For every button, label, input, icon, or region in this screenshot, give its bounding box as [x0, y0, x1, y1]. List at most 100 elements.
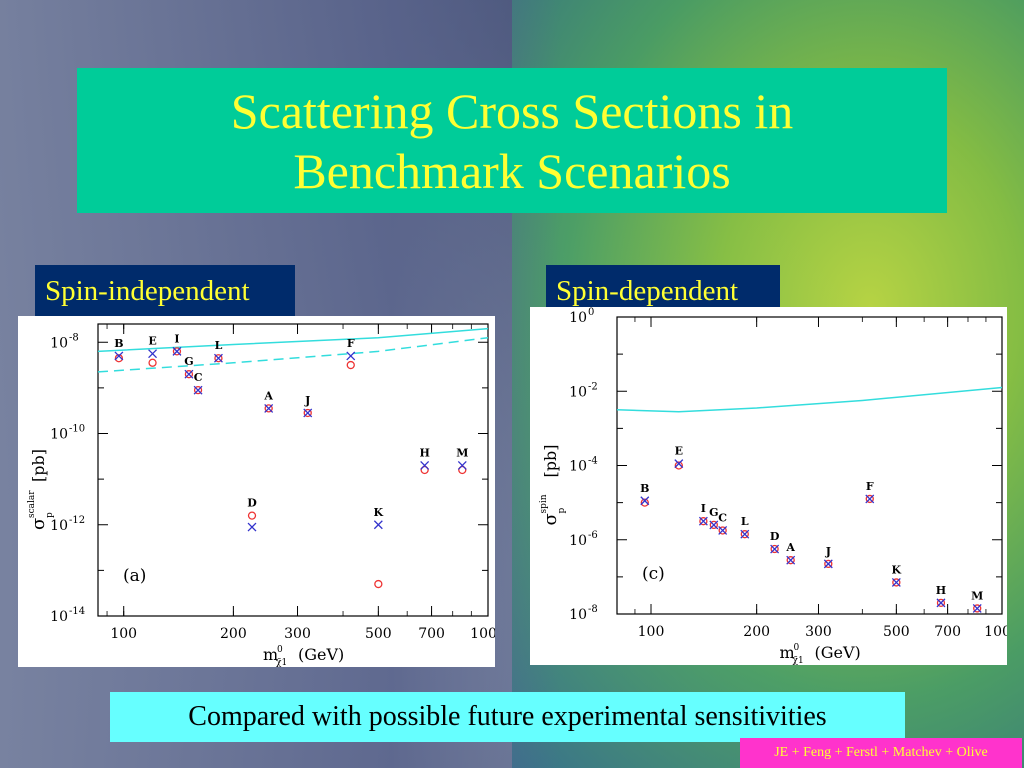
point-label: C — [718, 511, 727, 524]
data-point-cross — [709, 520, 719, 530]
spin-cross-section-chart: 100200300500700100010-810-610-410-2100BE… — [539, 307, 1007, 665]
x-tick-label: 300 — [805, 624, 832, 640]
data-point-cross — [640, 496, 650, 506]
point-label: K — [374, 506, 384, 519]
data-point-cross — [114, 351, 124, 361]
sensitivity-curve — [616, 386, 1003, 413]
point-label: I — [174, 332, 179, 345]
point-label: K — [892, 563, 902, 576]
data-point-cross — [193, 385, 203, 395]
x-axis-label-sup: 0 — [794, 643, 800, 653]
sensitivity-curve — [97, 327, 489, 353]
y-tick-label: 10 — [50, 518, 68, 534]
y-axis-label-group: σp spin [pb] — [539, 445, 567, 526]
data-point-circle — [264, 404, 273, 413]
data-point-circle — [973, 604, 982, 613]
data-point-cross — [936, 598, 946, 608]
bottom-note: Compared with possible future experiment… — [110, 692, 905, 742]
point-label: B — [114, 337, 123, 350]
y-axis-label-sub: p — [45, 512, 55, 518]
scalar-cross-section-chart: 100200300500700100010-1410-1210-1010-8BE… — [27, 323, 495, 667]
point-label: I — [701, 502, 706, 515]
data-point-cross — [457, 460, 467, 470]
data-point-circle — [709, 520, 718, 530]
data-point-circle — [303, 408, 312, 418]
data-point-cross — [718, 526, 728, 535]
data-point-circle — [786, 556, 795, 565]
y-tick-label: 10 — [50, 335, 68, 351]
point-label: G — [709, 506, 718, 519]
data-point-circle — [892, 578, 901, 587]
data-point-cross — [740, 529, 750, 539]
data-point-circle — [172, 347, 182, 356]
title-banner: Scattering Cross Sections in Benchmark S… — [77, 68, 947, 213]
x-tick-label: 200 — [220, 626, 247, 642]
x-tick-label: 200 — [743, 624, 770, 640]
data-point-circle — [184, 370, 194, 379]
x-tick-label: 700 — [418, 626, 445, 642]
point-label: A — [785, 541, 795, 554]
point-label: D — [247, 497, 257, 510]
data-point-circle — [824, 559, 833, 569]
data-point-circle — [458, 465, 467, 475]
data-point-circle — [770, 544, 779, 554]
point-label: J — [825, 545, 831, 558]
x-tick-label: 1000 — [470, 626, 495, 642]
data-point-circle — [640, 498, 649, 507]
x-tick-label: 500 — [365, 626, 392, 642]
data-point-circle — [865, 494, 874, 504]
spin-independent-label: Spin-independent — [35, 265, 295, 317]
y-tick-label: 10 — [569, 384, 587, 400]
sensitivity-curve — [97, 336, 489, 373]
y-tick-label-exponent: -10 — [69, 424, 85, 435]
point-label: E — [148, 335, 156, 348]
x-tick-label: 300 — [284, 626, 311, 642]
y-tick-label: 10 — [569, 310, 587, 326]
data-point-cross — [786, 555, 796, 565]
point-label: F — [866, 480, 874, 493]
data-point-circle — [214, 354, 223, 363]
data-point-cross — [264, 403, 274, 413]
y-axis-label: σ — [28, 518, 49, 530]
data-point-cross — [303, 408, 313, 418]
x-tick-label: 500 — [883, 624, 910, 640]
data-point-cross — [770, 544, 780, 554]
y-axis-label-sub: p — [557, 508, 567, 514]
x-axis-label: m — [780, 643, 795, 662]
chart-panel-scalar: 100200300500700100010-1410-1210-1010-8BE… — [18, 316, 495, 667]
data-point-circle — [674, 461, 683, 470]
x-tick-label: 100 — [638, 624, 665, 640]
x-axis-label-sub: χ̃1 — [793, 655, 804, 665]
point-label: C — [194, 371, 203, 384]
data-point-circle — [374, 579, 383, 589]
y-tick-label-exponent: -14 — [69, 606, 85, 617]
y-tick-label: 10 — [569, 459, 587, 475]
x-axis-label-unit: (GeV) — [298, 645, 344, 664]
y-axis-label-sup: spin — [539, 494, 549, 513]
point-label: M — [971, 589, 983, 602]
data-point-circle — [346, 360, 355, 370]
panel-tag: (c) — [642, 564, 665, 584]
credit-line: JE + Feng + Ferstl + Matchev + Olive — [740, 738, 1022, 768]
y-axis-label-unit: [pb] — [541, 445, 560, 478]
y-tick-label-exponent: -4 — [588, 456, 598, 467]
y-tick-label-exponent: 0 — [588, 307, 594, 318]
point-label: A — [263, 389, 273, 402]
data-point-circle — [740, 530, 749, 539]
y-tick-label-exponent: -6 — [588, 530, 598, 541]
data-point-cross — [674, 459, 684, 469]
data-point-circle — [193, 386, 203, 395]
data-point-circle — [420, 465, 429, 475]
data-point-cross — [184, 369, 194, 379]
data-point-cross — [698, 516, 708, 526]
point-label: G — [184, 355, 193, 368]
panel-tag: (a) — [123, 566, 146, 586]
y-tick-label-exponent: -2 — [588, 381, 598, 392]
point-label: L — [215, 339, 223, 352]
data-point-cross — [865, 494, 875, 504]
point-label: D — [770, 530, 780, 543]
x-tick-label: 100 — [110, 626, 137, 642]
data-point-circle — [148, 358, 157, 367]
plot-frame — [97, 323, 489, 617]
y-axis-label: σ — [540, 513, 561, 525]
